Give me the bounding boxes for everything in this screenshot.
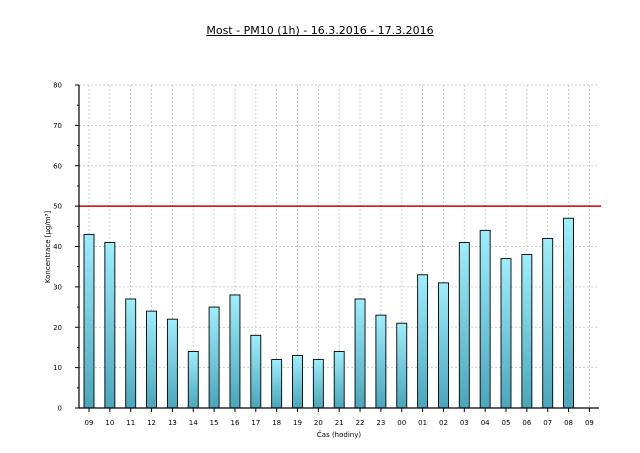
- bar: [292, 355, 303, 409]
- bar: [396, 322, 408, 409]
- bar: [104, 242, 116, 409]
- x-tick-label: 13: [168, 419, 177, 427]
- y-tick-label: 50: [53, 203, 62, 211]
- bar: [458, 242, 470, 409]
- y-tick-label: 20: [53, 324, 62, 332]
- bar: [542, 237, 554, 409]
- bar: [250, 334, 262, 409]
- x-tick-label: 01: [418, 419, 427, 427]
- bar: [146, 310, 158, 409]
- x-tick-label: 20: [314, 419, 323, 427]
- x-tick-label: 00: [397, 419, 406, 427]
- bar: [417, 274, 429, 409]
- bar: [125, 298, 137, 409]
- y-tick-label: 10: [53, 364, 62, 372]
- bars: [79, 205, 601, 409]
- x-tick-label: 12: [147, 419, 156, 427]
- x-axis-title: Čas (hodiny): [317, 430, 361, 439]
- bar: [521, 254, 533, 409]
- chart-title: Most - PM10 (1h) - 16.3.2016 - 17.3.2016: [206, 24, 434, 37]
- x-tick-label: 04: [481, 419, 490, 427]
- x-tick-label: 03: [460, 419, 469, 427]
- x-tick-label: 15: [210, 419, 219, 427]
- bar: [83, 233, 95, 409]
- bar: [166, 318, 178, 409]
- bar: [500, 258, 512, 409]
- x-tick-label: 09: [85, 419, 94, 427]
- bar: [229, 294, 241, 409]
- y-tick-label: 40: [53, 243, 62, 251]
- x-tick-label: 06: [522, 419, 531, 427]
- bar: [438, 282, 449, 409]
- x-tick-label: 05: [502, 419, 511, 427]
- x-tick-label: 16: [230, 419, 239, 427]
- bar: [479, 229, 491, 409]
- bar: [375, 314, 387, 409]
- bar: [271, 359, 283, 409]
- bar: [354, 298, 366, 409]
- x-tick-label: 09: [585, 419, 594, 427]
- x-tick-label: 11: [126, 419, 135, 427]
- axes: [75, 84, 599, 412]
- x-tick-label: 02: [439, 419, 448, 427]
- bar: [563, 217, 574, 409]
- y-tick-label: 30: [53, 283, 62, 291]
- bar: [208, 306, 220, 409]
- x-tick-label: 17: [251, 419, 260, 427]
- x-tick-label: 14: [189, 419, 198, 427]
- bar: [312, 359, 324, 409]
- x-tick-label: 22: [356, 419, 365, 427]
- x-tick-label: 19: [293, 419, 302, 427]
- x-tick-label: 07: [543, 419, 552, 427]
- bar: [187, 351, 199, 409]
- y-tick-label: 80: [53, 82, 62, 90]
- y-tick-label: 60: [53, 162, 62, 170]
- x-tick-label: 08: [564, 419, 573, 427]
- bar: [333, 351, 345, 409]
- y-tick-label: 0: [58, 405, 62, 413]
- y-tick-label: 70: [53, 122, 62, 130]
- x-tick-label: 21: [335, 419, 344, 427]
- x-tick-label: 18: [272, 419, 281, 427]
- x-tick-label: 23: [376, 419, 385, 427]
- x-tick-label: 10: [105, 419, 114, 427]
- y-axis-title: Koncentrace [µg/m³]: [44, 211, 52, 283]
